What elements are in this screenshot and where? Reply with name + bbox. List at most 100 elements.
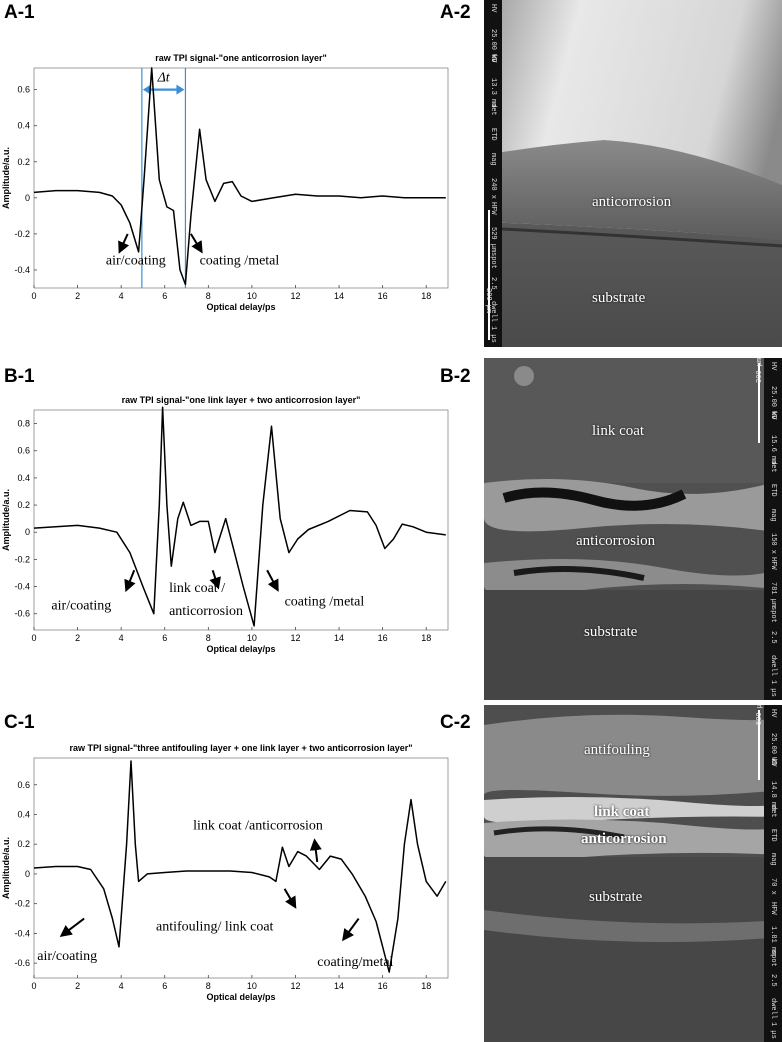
sem-b2-label-anticorrosion: anticorrosion bbox=[576, 533, 656, 549]
chart-title: raw TPI signal-"one link layer + two ant… bbox=[122, 395, 361, 405]
sem-c2-label-substrate: substrate bbox=[589, 889, 643, 905]
sem-c2-label-antifouling: antifouling bbox=[584, 742, 650, 758]
sem-databar-text: HV bbox=[769, 709, 777, 718]
sem-databar-text: det bbox=[769, 459, 777, 473]
annotation-label: anticorrosion bbox=[169, 604, 243, 619]
chart-a: raw TPI signal-"one anticorrosion layer"… bbox=[0, 50, 460, 340]
plot-frame bbox=[33, 409, 449, 631]
sem-c2-scale-bar bbox=[758, 710, 760, 780]
sem-databar-text: WD bbox=[769, 410, 777, 420]
annotation-arrow bbox=[209, 569, 221, 590]
annotation-label: antifouling/ link coat bbox=[156, 919, 274, 934]
y-tick-label: -0.4 bbox=[14, 582, 30, 592]
sem-image-a2: HV 25.00 kV WD 13.3 mm det ETD mag 240 x HFW 529 … bbox=[484, 0, 782, 347]
sem-databar-text: HV bbox=[769, 362, 777, 371]
y-tick-label: -0.2 bbox=[14, 229, 30, 239]
chart-a-svg: raw TPI signal-"one anticorrosion layer"… bbox=[1, 53, 449, 312]
panel-label-b2: B-2 bbox=[440, 366, 471, 387]
sem-b2-label-substrate: substrate bbox=[584, 624, 638, 640]
x-tick-label: 6 bbox=[162, 981, 167, 991]
chart-c-svg: raw TPI signal-"three antifouling layer … bbox=[1, 743, 449, 1002]
panel-label-a1: A-1 bbox=[4, 2, 35, 23]
sem-c2-label-anticorrosion: anticorrosion bbox=[581, 831, 667, 847]
annotation-arrow bbox=[266, 569, 279, 592]
annotation-label: air/coating bbox=[106, 254, 166, 269]
sem-b2-scale-text: 300 μm bbox=[756, 358, 764, 383]
delta-arrowhead-left bbox=[142, 84, 151, 95]
x-tick-label: 10 bbox=[247, 633, 257, 643]
sem-databar-text: ETD bbox=[489, 127, 497, 141]
x-tick-label: 12 bbox=[290, 633, 300, 643]
x-tick-label: 16 bbox=[378, 981, 388, 991]
y-tick-label: 0.6 bbox=[17, 446, 30, 456]
x-tick-label: 2 bbox=[75, 981, 80, 991]
y-tick-label: -0.2 bbox=[14, 899, 30, 909]
x-tick-label: 8 bbox=[206, 981, 211, 991]
sem-databar-text: ETD bbox=[769, 829, 777, 842]
annotation-arrow bbox=[342, 917, 360, 942]
sem-databar-text: dwell bbox=[769, 655, 777, 677]
x-tick-label: 4 bbox=[119, 291, 124, 301]
x-tick-label: 2 bbox=[75, 633, 80, 643]
x-tick-label: 2 bbox=[75, 291, 80, 301]
sem-b2-databar: HV 25.00 kV WD 15.6 mm det ETD mag 150 x HFW 781 … bbox=[764, 358, 782, 700]
x-tick-label: 0 bbox=[31, 291, 36, 301]
sem-databar-text: 240 x bbox=[489, 177, 497, 199]
sem-b2-scale-bar bbox=[758, 363, 760, 443]
annotation-arrow bbox=[190, 233, 203, 254]
chart-b: raw TPI signal-"one link layer + two ant… bbox=[0, 392, 460, 682]
signal-line bbox=[33, 406, 446, 627]
sem-databar-text: WD bbox=[489, 53, 497, 62]
x-tick-label: 14 bbox=[334, 981, 344, 991]
y-tick-label: 0.2 bbox=[17, 839, 30, 849]
y-tick-label: -0.4 bbox=[14, 265, 30, 275]
annotation-label: coating /metal bbox=[285, 595, 365, 610]
annotation-label: link coat /anticorrosion bbox=[193, 818, 323, 833]
x-tick-label: 8 bbox=[206, 633, 211, 643]
signal-line bbox=[33, 760, 447, 973]
delta-label: Δt bbox=[157, 71, 171, 86]
y-axis-label: Amplitude/a.u. bbox=[1, 837, 11, 899]
sem-databar-text: spot bbox=[769, 606, 777, 624]
x-axis-label: Optical delay/ps bbox=[206, 644, 275, 654]
annotation-arrow bbox=[309, 838, 322, 863]
sem-a2-scale-bar bbox=[488, 210, 490, 340]
y-tick-label: 0.8 bbox=[17, 419, 30, 429]
x-tick-label: 0 bbox=[31, 633, 36, 643]
sem-databar-text: 781 μm bbox=[769, 581, 777, 608]
sem-databar-text: 2.5 bbox=[769, 630, 777, 644]
x-tick-label: 12 bbox=[290, 291, 300, 301]
sem-databar-text: ETD bbox=[769, 484, 777, 497]
sem-c2-scale-text: 500 μm bbox=[756, 705, 764, 725]
y-tick-label: 0.4 bbox=[17, 809, 30, 819]
y-tick-label: 0 bbox=[25, 869, 30, 879]
x-tick-label: 4 bbox=[119, 981, 124, 991]
y-tick-label: 0.2 bbox=[17, 500, 30, 510]
sem-a2-label-anticorrosion: anticorrosion bbox=[592, 194, 672, 210]
x-tick-label: 16 bbox=[378, 633, 388, 643]
x-tick-label: 14 bbox=[334, 633, 344, 643]
signal-line bbox=[33, 67, 446, 286]
x-tick-label: 10 bbox=[247, 981, 257, 991]
x-tick-label: 18 bbox=[421, 291, 431, 301]
annotation-label: coating/metal bbox=[317, 955, 393, 970]
sem-b2-label-link-coat: link coat bbox=[592, 423, 645, 439]
panel-label-c2: C-2 bbox=[440, 712, 471, 733]
annotation-label: air/coating bbox=[51, 599, 111, 614]
delta-arrowhead-right bbox=[176, 84, 185, 95]
sem-databar-text: HFW bbox=[769, 557, 777, 571]
x-tick-label: 18 bbox=[421, 633, 431, 643]
panel-label-b1: B-1 bbox=[4, 366, 35, 387]
sem-c2-texture bbox=[484, 705, 782, 1042]
y-tick-label: -0.4 bbox=[14, 928, 30, 938]
sem-databar-text: dwell bbox=[769, 997, 777, 1019]
x-tick-label: 18 bbox=[421, 981, 431, 991]
sem-a2-scale-text: 200 μm bbox=[484, 288, 492, 314]
x-tick-label: 10 bbox=[247, 291, 257, 301]
sem-c2-label-link-coat: link coat bbox=[594, 804, 650, 820]
sem-databar-text: HFW bbox=[489, 202, 497, 215]
sem-databar-text: WD bbox=[769, 757, 777, 766]
x-tick-label: 4 bbox=[119, 633, 124, 643]
y-tick-label: 0.4 bbox=[17, 121, 30, 131]
sem-a2-texture bbox=[484, 0, 782, 347]
